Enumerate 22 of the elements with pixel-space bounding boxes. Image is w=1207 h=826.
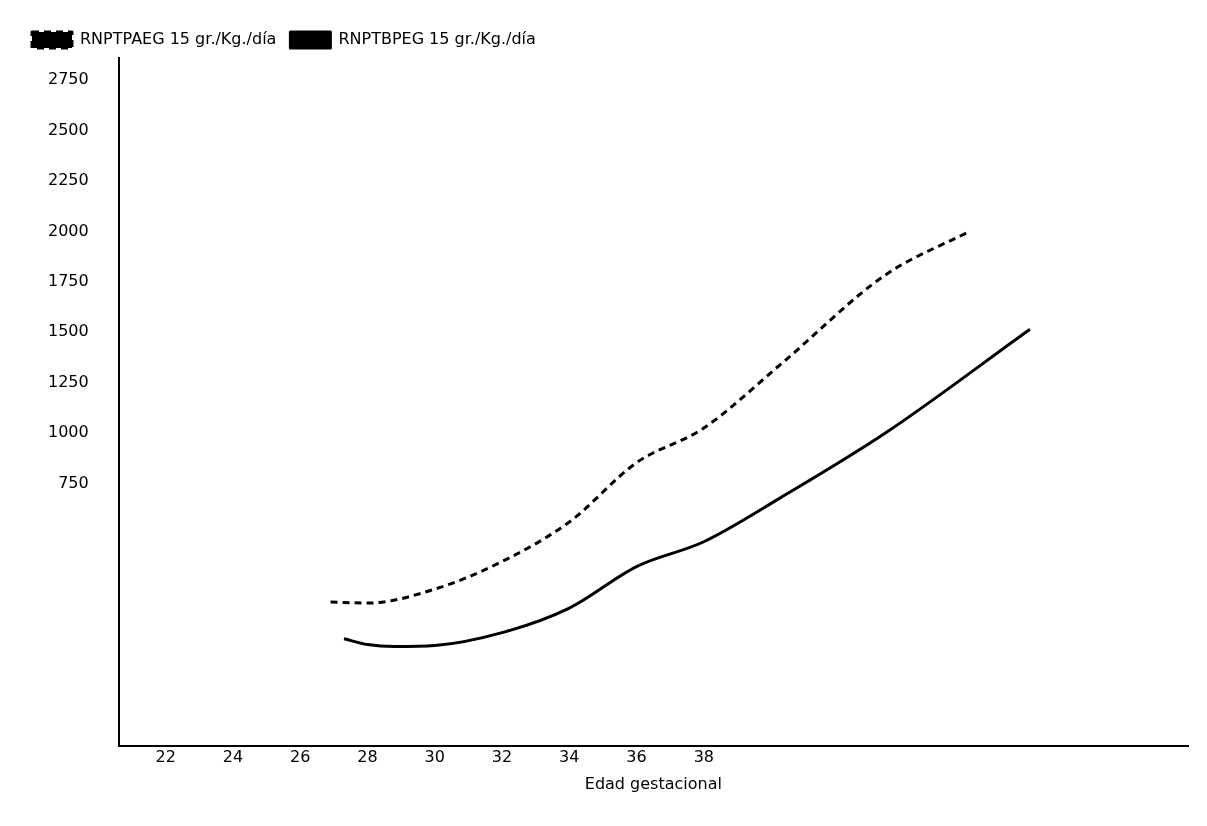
y-tick-label: 2000 [48, 220, 89, 240]
legend-label: RNPTPAEG 15 gr./Kg./día [80, 29, 277, 49]
x-tick-label: 30 [424, 747, 445, 767]
legend-label: RNPTBPEG 15 gr./Kg./día [338, 29, 536, 49]
x-tick-label: 36 [626, 747, 647, 767]
x-tick-label: 26 [290, 747, 311, 767]
y-tick-label: 1500 [48, 321, 89, 341]
x-tick-label: 22 [155, 747, 176, 767]
y-tick-label: 1750 [48, 270, 89, 290]
y-tick-label: 1000 [48, 422, 89, 442]
y-tick-label: 2250 [48, 170, 89, 190]
x-axis-title: Edad gestacional [584, 773, 722, 793]
y-tick-label: 1250 [48, 371, 89, 391]
x-tick-label: 24 [222, 747, 244, 767]
y-tick-label: 2500 [48, 119, 89, 139]
x-tick-label: 28 [357, 747, 378, 767]
line-series [342, 327, 1032, 649]
y-tick-label: 2750 [48, 69, 89, 89]
y-tick-label: 750 [58, 472, 89, 492]
x-tick-label: 34 [559, 747, 580, 767]
x-tick-label: 38 [693, 747, 714, 767]
x-tick-label: 32 [491, 747, 513, 767]
